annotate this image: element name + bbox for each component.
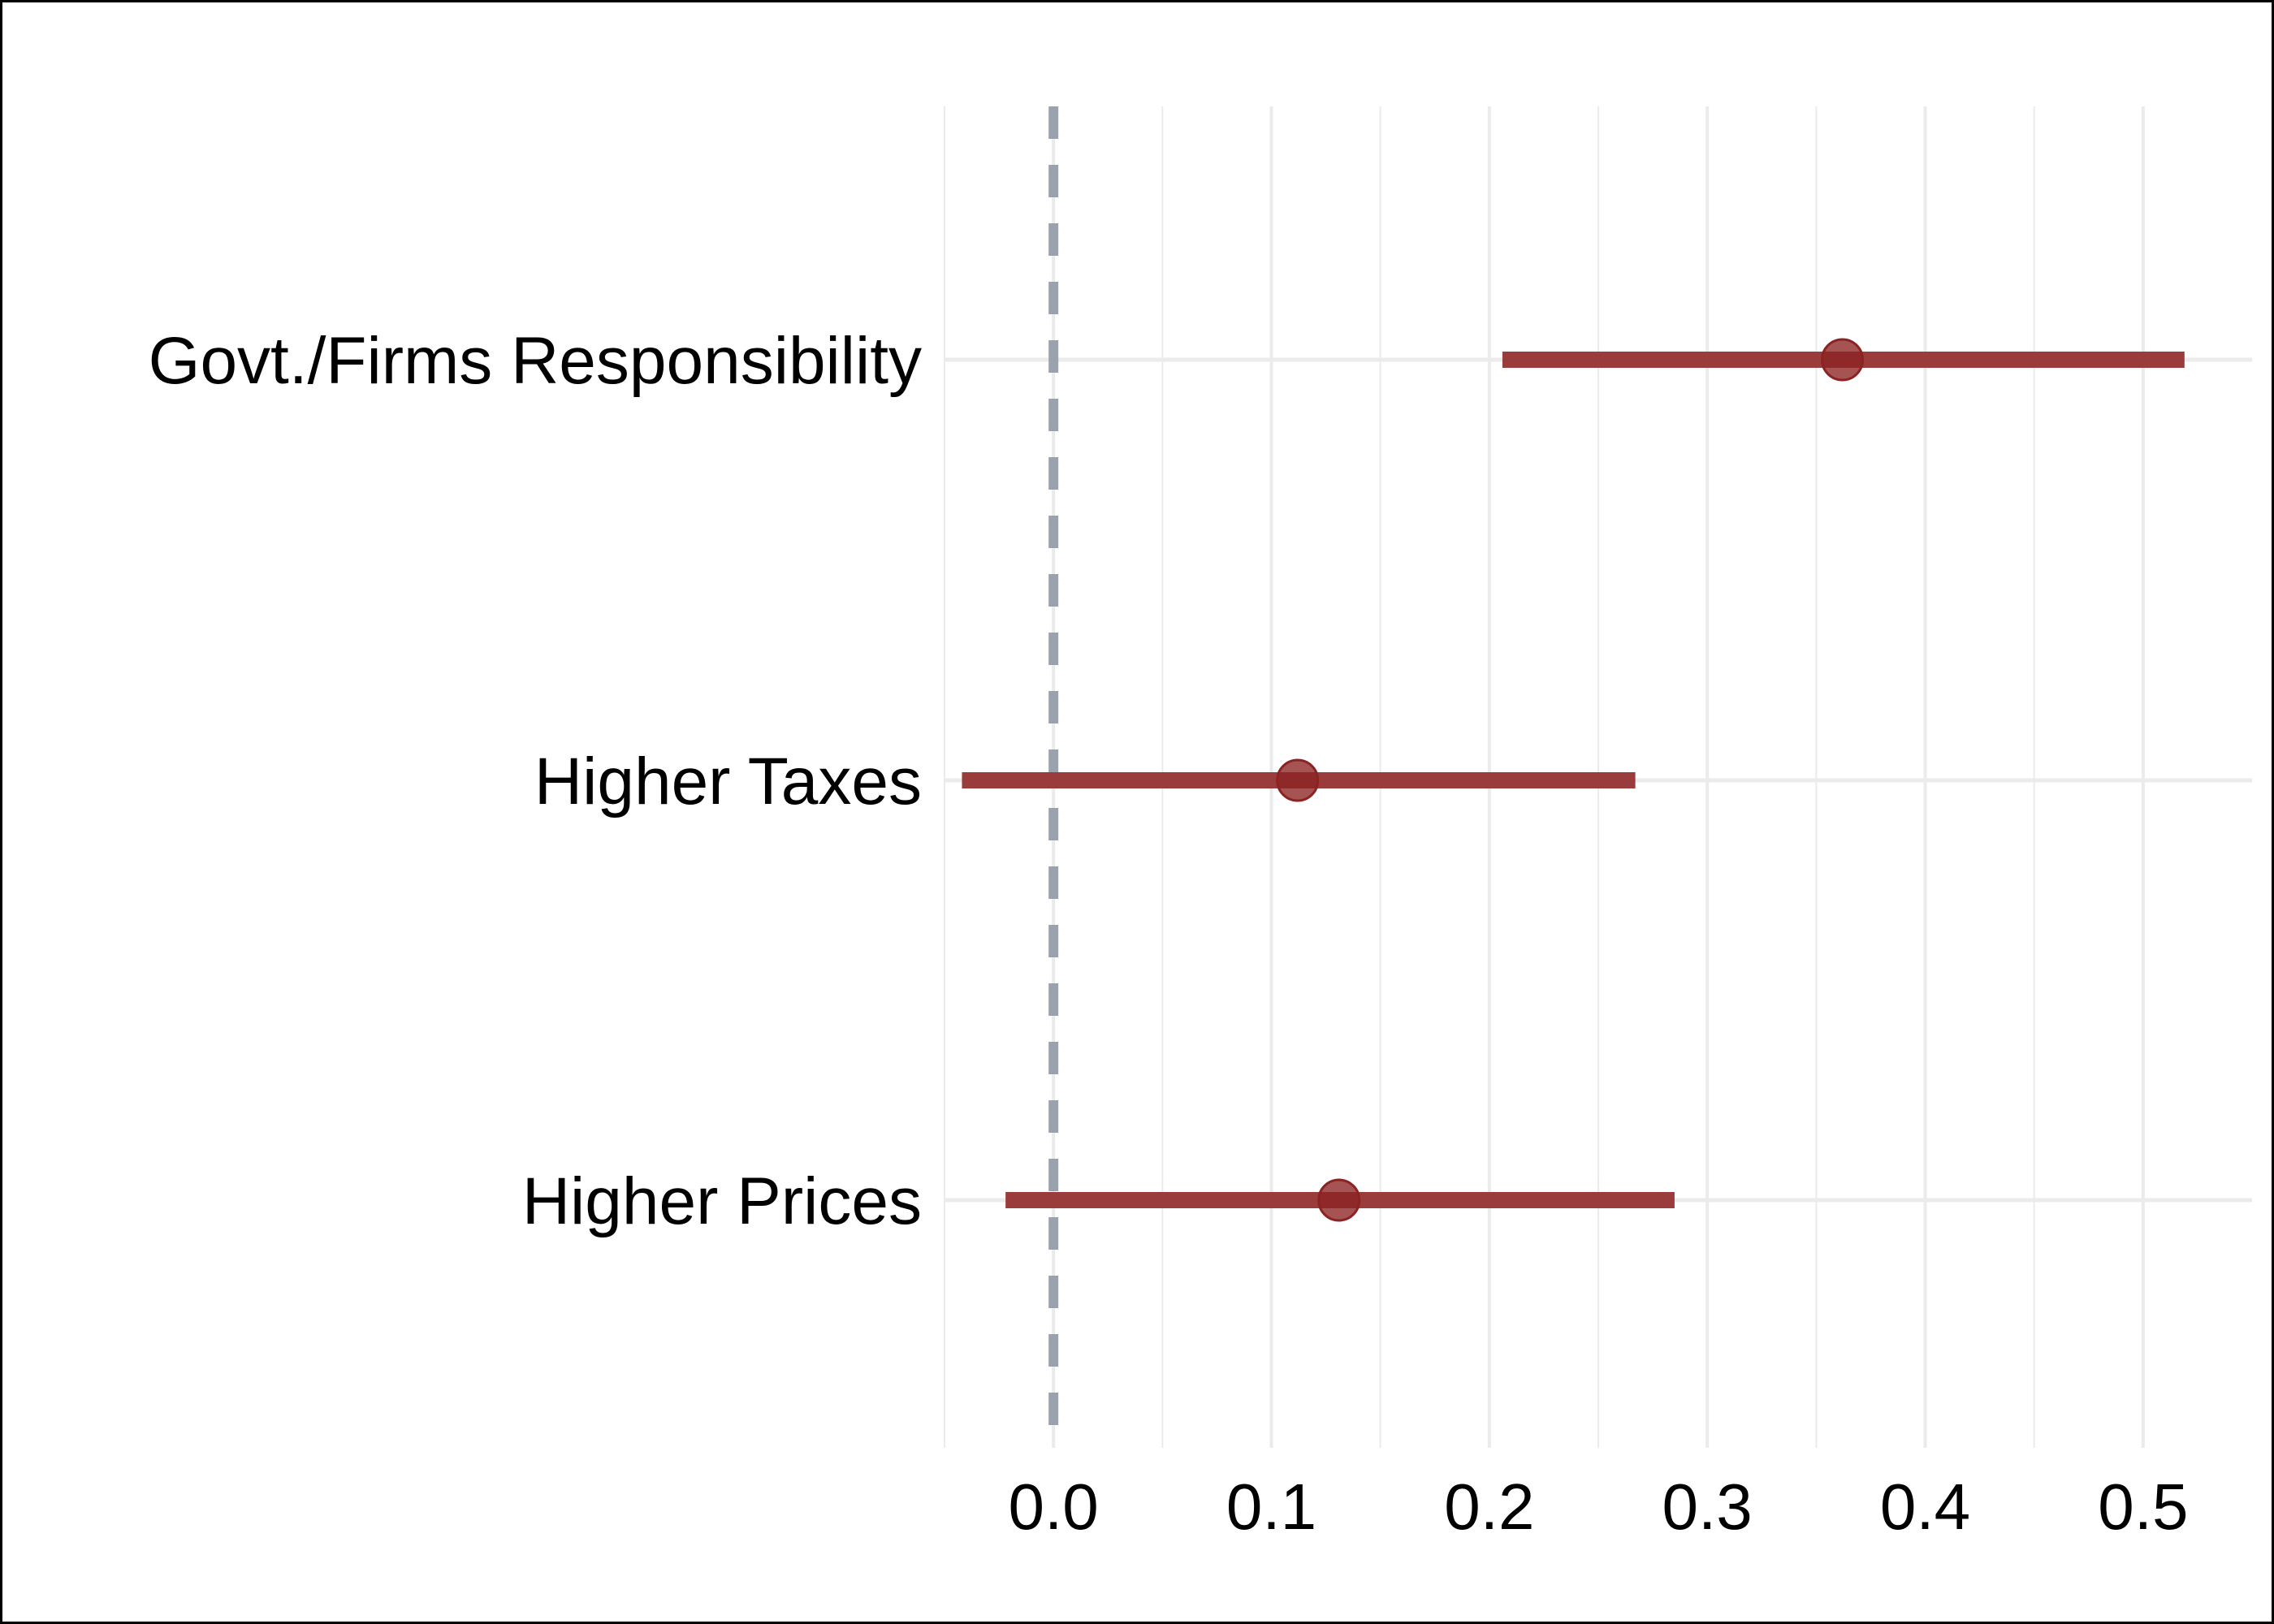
point-estimates: [1276, 338, 1865, 1222]
y-axis-category-labels: Govt./Firms Responsibility Higher Taxes Hi…: [149, 324, 922, 1238]
category-label: Higher Taxes: [534, 745, 922, 818]
x-axis-tick-labels: 0.0 0.1 0.2 0.3 0.4 0.5: [1009, 1471, 2189, 1543]
x-tick-label: 0.3: [1662, 1471, 1753, 1543]
x-tick-label: 0.4: [1880, 1471, 1970, 1543]
point-estimate: [1821, 338, 1865, 382]
x-tick-label: 0.5: [2098, 1471, 2188, 1543]
category-label: Higher Prices: [522, 1164, 922, 1238]
point-estimate: [1276, 758, 1320, 802]
x-tick-label: 0.2: [1444, 1471, 1534, 1543]
point-estimate: [1317, 1178, 1361, 1222]
x-tick-label: 0.1: [1226, 1471, 1316, 1543]
category-label: Govt./Firms Responsibility: [149, 324, 922, 398]
x-tick-label: 0.0: [1009, 1471, 1099, 1543]
